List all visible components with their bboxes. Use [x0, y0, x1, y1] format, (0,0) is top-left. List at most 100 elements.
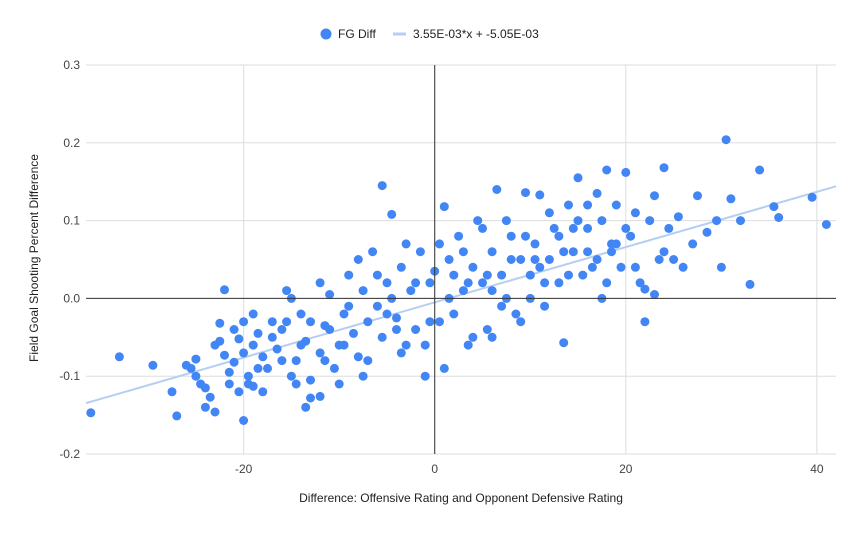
- data-point: [693, 191, 702, 201]
- data-point: [650, 191, 659, 201]
- data-point: [392, 325, 401, 334]
- data-point: [277, 356, 287, 366]
- data-point: [387, 209, 397, 219]
- x-tick-label: 40: [810, 462, 824, 476]
- data-point: [415, 247, 425, 257]
- data-point: [525, 270, 535, 280]
- data-point: [282, 286, 292, 296]
- data-point: [535, 190, 545, 200]
- data-point: [291, 379, 301, 389]
- data-point: [205, 392, 215, 402]
- y-axis-title: Field Goal Shooting Percent Difference: [27, 154, 41, 362]
- x-tick-label: 20: [619, 462, 633, 476]
- data-point: [659, 247, 669, 257]
- data-point: [167, 387, 177, 397]
- data-point: [688, 239, 698, 249]
- data-point: [482, 270, 492, 280]
- data-point: [420, 371, 430, 381]
- data-point: [320, 356, 330, 366]
- x-tick-label: -20: [235, 462, 253, 476]
- data-point: [291, 356, 301, 366]
- data-point: [511, 309, 521, 319]
- data-point: [521, 188, 530, 198]
- data-point: [607, 247, 616, 257]
- data-point: [501, 216, 511, 226]
- data-point: [334, 379, 344, 389]
- data-point: [621, 223, 631, 233]
- data-point: [478, 223, 487, 233]
- data-point: [210, 407, 220, 417]
- data-point: [592, 255, 602, 264]
- data-point: [664, 223, 674, 233]
- data-point: [353, 352, 363, 362]
- data-point: [755, 165, 765, 175]
- data-points: [86, 135, 831, 425]
- data-point: [224, 379, 234, 389]
- data-point: [435, 239, 444, 249]
- y-tick-label: 0.0: [63, 291, 80, 305]
- y-tick-labels: -0.2 -0.1 0.0 0.1 0.2 0.3: [59, 58, 80, 461]
- data-point: [425, 317, 435, 327]
- data-point: [229, 325, 239, 334]
- data-point: [568, 247, 578, 257]
- data-point: [673, 212, 683, 222]
- data-point: [286, 371, 296, 381]
- trendline-group: [85, 185, 837, 405]
- data-point: [645, 216, 655, 226]
- data-point: [769, 202, 779, 212]
- x-tick-labels: -20 0 20 40: [235, 462, 824, 476]
- data-point: [358, 371, 368, 381]
- data-point: [554, 278, 564, 288]
- data-point: [344, 270, 354, 280]
- trendline: [85, 185, 837, 405]
- data-point: [578, 270, 588, 280]
- data-point: [344, 301, 354, 311]
- data-point: [325, 290, 335, 299]
- data-point: [253, 328, 263, 338]
- data-point: [210, 340, 220, 350]
- data-point: [535, 262, 545, 272]
- data-point: [382, 309, 392, 319]
- data-point: [564, 200, 573, 210]
- data-point: [339, 340, 349, 350]
- data-point: [454, 231, 464, 241]
- data-point: [258, 352, 268, 362]
- data-point: [611, 200, 621, 210]
- data-point: [406, 286, 416, 296]
- data-point: [468, 262, 478, 272]
- data-point: [229, 357, 239, 367]
- data-point: [325, 325, 335, 334]
- data-point: [239, 348, 249, 358]
- data-point: [549, 223, 559, 233]
- data-point: [607, 239, 616, 249]
- data-point: [702, 227, 712, 237]
- data-point: [659, 163, 669, 173]
- data-point: [554, 231, 564, 241]
- data-point: [587, 262, 597, 272]
- data-point: [559, 247, 569, 257]
- data-point: [807, 192, 817, 202]
- data-point: [306, 375, 315, 385]
- data-point: [377, 332, 387, 342]
- data-point: [540, 278, 550, 288]
- data-point: [220, 350, 229, 360]
- data-point: [497, 270, 507, 280]
- data-point: [530, 255, 540, 264]
- x-tick-label: 0: [431, 462, 438, 476]
- data-point: [296, 309, 306, 319]
- data-point: [267, 317, 277, 327]
- data-point: [191, 371, 201, 381]
- data-point: [721, 135, 731, 145]
- data-point: [544, 255, 554, 264]
- data-point: [487, 332, 497, 342]
- data-point: [372, 270, 382, 280]
- data-point: [654, 255, 664, 264]
- legend-label-trendline: 3.55E-03*x + -5.05E-03: [413, 27, 539, 41]
- data-point: [86, 408, 96, 418]
- data-point: [439, 363, 449, 373]
- data-point: [220, 285, 229, 295]
- data-point: [315, 391, 325, 401]
- data-point: [630, 208, 640, 218]
- data-point: [516, 317, 526, 327]
